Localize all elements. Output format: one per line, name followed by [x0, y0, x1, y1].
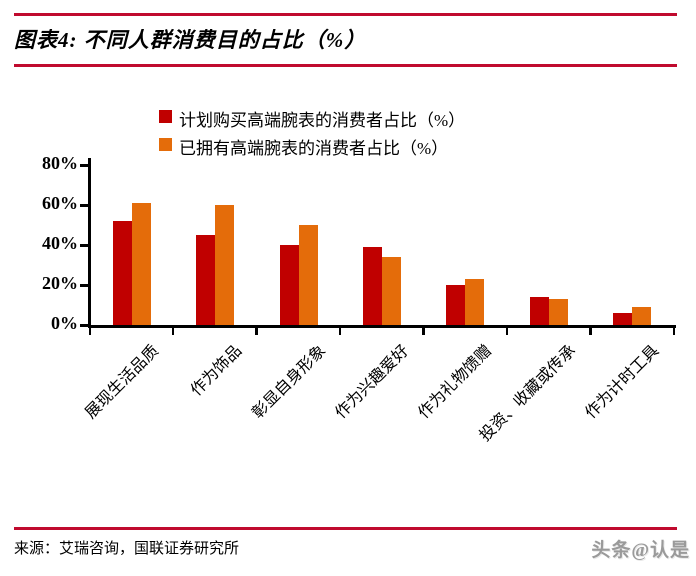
- bar-planned-buyers: [363, 247, 382, 325]
- y-axis-tick-label: 80%: [42, 153, 78, 173]
- bar-planned-buyers: [613, 313, 633, 325]
- chart-legend: 计划购买高端腕表的消费者占比（%） 已拥有高端腕表的消费者占比（%）: [159, 106, 465, 162]
- y-axis-tick-label: 60%: [42, 193, 78, 213]
- x-axis-tick: [88, 328, 91, 335]
- bar-planned-buyers: [112, 221, 132, 325]
- x-axis-category-label: 作为兴趣爱好: [332, 342, 413, 423]
- footer-rule: [14, 527, 677, 530]
- x-axis-tick: [422, 328, 425, 335]
- watermark: 头条@认是: [591, 540, 690, 561]
- bar-current-owners: [131, 203, 151, 325]
- y-axis-tick: [80, 284, 89, 287]
- x-axis-tick: [255, 328, 258, 335]
- bar-current-owners: [465, 279, 485, 325]
- x-axis-category-label: 作为计时工具: [582, 342, 663, 423]
- y-axis-tick: [80, 324, 89, 327]
- bar-planned-buyers: [196, 235, 216, 325]
- bar-planned-buyers: [279, 245, 299, 325]
- legend-item: 计划购买高端腕表的消费者占比（%）: [159, 106, 465, 131]
- source-note: 来源：艾瑞咨询，国联证券研究所: [14, 541, 240, 557]
- bar-current-owners: [215, 205, 235, 325]
- legend-swatch: [159, 138, 172, 151]
- top-rule: [14, 13, 677, 16]
- bar-current-owners: [298, 225, 318, 325]
- x-axis-category-label: 展现生活品质: [82, 342, 162, 423]
- y-axis-tick: [80, 244, 89, 247]
- x-axis-tick: [589, 328, 592, 335]
- bar-current-owners: [632, 307, 652, 325]
- x-axis-line: [88, 325, 676, 328]
- x-axis-category-label: 作为饰品: [188, 342, 246, 400]
- legend-label: 计划购买高端腕表的消费者占比（%）: [179, 111, 466, 130]
- x-axis-category-label: 作为礼物馈赠: [415, 342, 496, 423]
- x-axis-tick: [672, 328, 675, 335]
- y-axis-tick: [80, 204, 89, 207]
- y-axis-line: [88, 158, 91, 328]
- legend-swatch: [159, 110, 172, 123]
- bar-planned-buyers: [529, 297, 549, 325]
- y-axis-tick-label: 40%: [42, 233, 78, 253]
- x-axis-tick: [171, 328, 175, 335]
- bar-current-owners: [548, 299, 568, 325]
- x-axis-tick: [505, 328, 509, 335]
- bar-current-owners: [382, 257, 401, 325]
- figure-title: 图表4: 不同人群消费目的占比（%）: [14, 28, 367, 52]
- y-axis-tick-label: 20%: [42, 273, 78, 293]
- x-axis-tick: [338, 328, 342, 335]
- y-axis-tick: [80, 164, 89, 167]
- title-underline-rule: [14, 64, 677, 67]
- legend-label: 已拥有高端腕表的消费者占比（%）: [179, 139, 449, 158]
- y-axis-tick-label: 0%: [51, 313, 78, 333]
- x-axis-category-label: 彰显自身形象: [248, 342, 329, 423]
- legend-item: 已拥有高端腕表的消费者占比（%）: [159, 134, 465, 159]
- bar-planned-buyers: [446, 285, 466, 325]
